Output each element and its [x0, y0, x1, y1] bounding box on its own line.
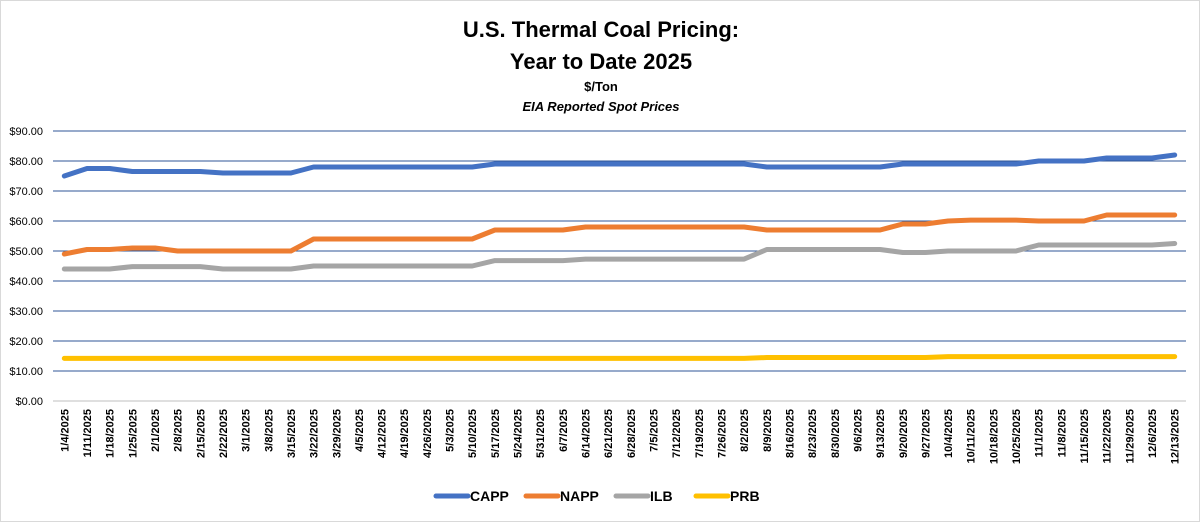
x-tick-label: 6/21/2025 — [603, 409, 615, 458]
y-tick-label: $0.00 — [15, 396, 43, 408]
legend: CAPP NAPP ILB PRB — [433, 488, 760, 504]
chart-subtitle-units: $/Ton — [584, 79, 618, 94]
legend-label: CAPP — [470, 488, 509, 504]
x-tick-label: 5/10/2025 — [467, 409, 479, 458]
series-line-prb — [61, 354, 1178, 361]
x-tick-label: 9/13/2025 — [875, 409, 887, 458]
legend-item-ilb: ILB — [613, 488, 673, 504]
chart-title-line1: U.S. Thermal Coal Pricing: — [463, 17, 739, 42]
y-tick-label: $60.00 — [9, 216, 43, 228]
x-tick-label: 11/8/2025 — [1056, 409, 1068, 457]
y-tick-label: $80.00 — [9, 156, 43, 168]
x-tick-label: 11/1/2025 — [1034, 409, 1046, 457]
x-tick-label: 2/8/2025 — [173, 409, 185, 452]
x-tick-label: 3/22/2025 — [309, 409, 321, 458]
x-tick-label: 2/1/2025 — [150, 409, 162, 452]
x-tick-label: 9/20/2025 — [898, 409, 910, 458]
series-line-napp — [61, 212, 1178, 257]
chart-subtitle-source: EIA Reported Spot Prices — [523, 99, 680, 114]
x-tick-label: 12/13/2025 — [1170, 409, 1182, 464]
legend-label: ILB — [650, 488, 673, 504]
legend-label: PRB — [730, 488, 760, 504]
x-tick-label: 5/3/2025 — [445, 409, 457, 452]
x-tick-label: 7/19/2025 — [694, 409, 706, 458]
series-line-ilb — [61, 241, 1178, 272]
legend-item-prb: PRB — [693, 488, 760, 504]
x-tick-label: 3/15/2025 — [286, 409, 298, 458]
x-tick-label: 6/14/2025 — [581, 409, 593, 458]
y-tick-label: $70.00 — [9, 186, 43, 198]
x-tick-label: 6/7/2025 — [558, 409, 570, 452]
y-tick-label: $10.00 — [9, 366, 43, 378]
x-tick-label: 1/11/2025 — [82, 409, 94, 457]
x-axis-ticks: 1/4/2025 1/11/2025 1/18/2025 1/25/2025 2/1/2… — [59, 409, 1181, 464]
x-tick-label: 6/28/2025 — [626, 409, 638, 458]
legend-item-capp: CAPP — [433, 488, 509, 504]
x-tick-label: 11/22/2025 — [1102, 409, 1114, 463]
x-tick-label: 12/6/2025 — [1147, 409, 1159, 458]
x-tick-label: 10/25/2025 — [1011, 409, 1023, 464]
x-tick-label: 1/4/2025 — [59, 409, 71, 452]
x-tick-label: 4/12/2025 — [377, 409, 389, 458]
x-tick-label: 9/6/2025 — [852, 409, 864, 452]
x-tick-label: 8/2/2025 — [739, 409, 751, 452]
series-line-capp — [61, 152, 1178, 179]
x-tick-label: 5/17/2025 — [490, 409, 502, 458]
x-tick-label: 1/25/2025 — [127, 409, 139, 458]
x-tick-label: 1/18/2025 — [105, 409, 117, 458]
x-tick-label: 3/1/2025 — [241, 409, 253, 452]
y-axis-ticks: $0.00 $10.00 $20.00 $30.00 $40.00 $50.00 $60.0… — [9, 126, 43, 408]
x-tick-label: 4/19/2025 — [399, 409, 411, 458]
x-tick-label: 9/27/2025 — [920, 409, 932, 458]
x-tick-label: 11/15/2025 — [1079, 409, 1091, 463]
x-tick-label: 7/26/2025 — [716, 409, 728, 458]
x-tick-label: 8/23/2025 — [807, 409, 819, 458]
x-tick-label: 7/5/2025 — [648, 409, 660, 452]
x-tick-label: 5/31/2025 — [535, 409, 547, 458]
x-tick-label: 7/12/2025 — [671, 409, 683, 458]
y-tick-label: $20.00 — [9, 336, 43, 348]
x-tick-label: 8/16/2025 — [784, 409, 796, 458]
legend-label: NAPP — [560, 488, 599, 504]
x-tick-label: 3/8/2025 — [263, 409, 275, 452]
y-tick-label: $90.00 — [9, 126, 43, 138]
x-tick-label: 4/5/2025 — [354, 409, 366, 452]
x-tick-label: 10/18/2025 — [988, 409, 1000, 464]
y-tick-label: $40.00 — [9, 276, 43, 288]
series-lines — [61, 152, 1178, 361]
x-tick-label: 2/15/2025 — [195, 409, 207, 458]
y-tick-label: $50.00 — [9, 246, 43, 258]
x-tick-label: 3/29/2025 — [331, 409, 343, 458]
chart-title-line2: Year to Date 2025 — [510, 49, 692, 74]
x-tick-label: 5/24/2025 — [513, 409, 525, 458]
x-tick-label: 2/22/2025 — [218, 409, 230, 458]
x-tick-label: 11/29/2025 — [1124, 409, 1136, 463]
x-tick-label: 10/4/2025 — [943, 409, 955, 458]
x-tick-label: 4/26/2025 — [422, 409, 434, 458]
x-tick-label: 8/30/2025 — [830, 409, 842, 458]
legend-item-napp: NAPP — [523, 488, 599, 504]
x-tick-label: 8/9/2025 — [762, 409, 774, 452]
x-tick-label: 10/11/2025 — [966, 409, 978, 463]
y-tick-label: $30.00 — [9, 306, 43, 318]
